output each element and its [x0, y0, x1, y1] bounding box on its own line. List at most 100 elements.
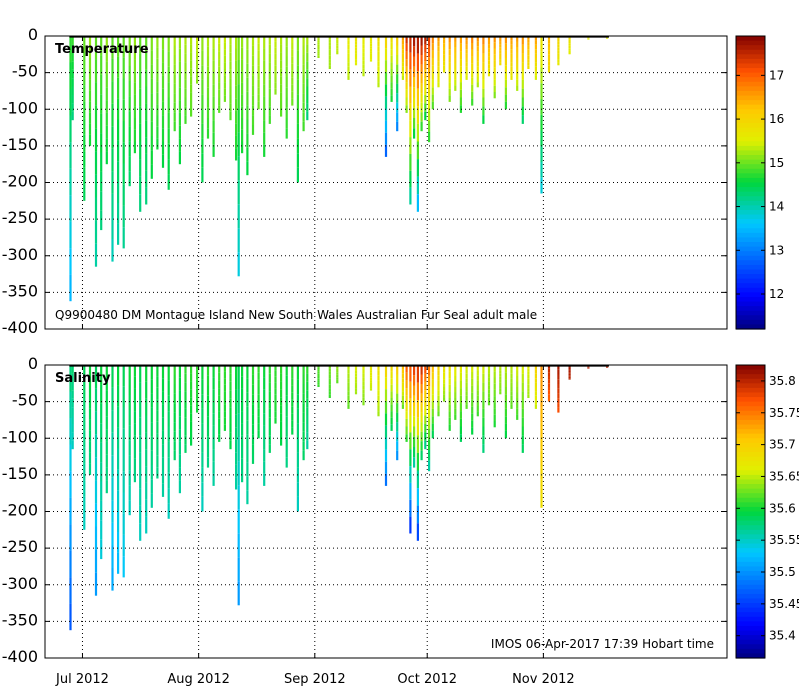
colorbar-cell-5 [736, 58, 765, 65]
colorbar-cell-27 [736, 159, 765, 165]
colorbar-cell-46 [736, 246, 765, 252]
colorbar-cell-15 [736, 433, 765, 439]
colorbar-cell-24 [736, 145, 765, 152]
colorbar-cell-34 [736, 520, 765, 526]
colorbar-cell-29 [736, 497, 765, 503]
colorbar-cell-15 [736, 104, 765, 110]
colorbar-cell-11 [736, 86, 765, 92]
colorbar-cell-9 [736, 77, 765, 83]
colorbar-cell-41 [736, 552, 765, 558]
y-tick-label-2: -100 [2, 98, 38, 117]
colorbar-cell-60 [736, 639, 765, 645]
colorbar-cell-35 [736, 196, 765, 202]
colorbar-cell-5 [736, 387, 765, 394]
colorbar-cell-19 [736, 122, 765, 129]
salinity-grid [45, 365, 727, 658]
colorbar-cell-30 [736, 502, 765, 508]
colorbar-cell-21 [736, 461, 765, 467]
colorbar-cell-3 [736, 378, 765, 384]
colorbar-cell-17 [736, 113, 765, 120]
colorbar-label-0: 12 [769, 287, 784, 301]
y-tick-label-5: -250 [2, 537, 38, 556]
colorbar-cell-13 [736, 424, 765, 430]
colorbar-label-7: 35.75 [769, 406, 799, 420]
colorbar-cell-32 [736, 182, 765, 188]
colorbar-cell-29 [736, 168, 765, 174]
colorbar-cell-25 [736, 479, 765, 485]
colorbar-cell-48 [736, 255, 765, 261]
colorbar-cell-31 [736, 177, 765, 184]
colorbar-cell-52 [736, 274, 765, 280]
colorbar-cell-26 [736, 155, 765, 161]
salinity-axis-ticks: 0 -50 -100 -150 -200 -250 -300 -350 -400 [2, 354, 727, 666]
x-tick-label-2: Sep 2012 [284, 672, 346, 687]
colorbar-cell-47 [736, 580, 765, 586]
colorbar-cell-40 [736, 219, 765, 225]
colorbar-label-2: 35.5 [769, 565, 796, 579]
colorbar-cell-50 [736, 264, 765, 271]
colorbar-label-3: 35.55 [769, 533, 799, 547]
colorbar-cell-2 [736, 374, 765, 380]
salinity-profiles [69, 365, 609, 631]
colorbar-cell-19 [736, 451, 765, 458]
colorbar-cell-23 [736, 141, 765, 147]
colorbar-cell-34 [736, 191, 765, 197]
colorbar-label-2: 14 [769, 200, 784, 214]
y-tick-label-3: -150 [2, 464, 38, 483]
colorbar-cell-12 [736, 419, 765, 426]
colorbar-cell-53 [736, 607, 765, 613]
colorbar-cell-14 [736, 429, 765, 435]
colorbar-cell-28 [736, 164, 765, 170]
colorbar-cell-55 [736, 616, 765, 622]
x-tick-label-1: Aug 2012 [167, 672, 230, 687]
colorbar-label-8: 35.8 [769, 374, 796, 388]
temperature-panel: 0 -50 -100 -150 -200 -250 -300 -350 -400 Tempera… [2, 25, 785, 337]
colorbar-cell-22 [736, 136, 765, 142]
colorbar-cell-33 [736, 187, 765, 193]
colorbar-cell-11 [736, 415, 765, 421]
y-tick-label-4: -200 [2, 172, 38, 191]
colorbar-cell-60 [736, 310, 765, 316]
colorbar-cell-12 [736, 90, 765, 97]
colorbar-cell-13 [736, 95, 765, 101]
x-axis-labels: Jul 2012 Aug 2012 Sep 2012 Oct 2012 Nov 2012 [55, 672, 575, 687]
colorbar-cell-32 [736, 511, 765, 517]
colorbar-cell-1 [736, 40, 765, 46]
temperature-axis-ticks: 0 -50 -100 -150 -200 -250 -300 -350 -400 [2, 25, 727, 337]
temperature-title: Temperature [55, 42, 149, 57]
y-tick-label-5: -250 [2, 208, 38, 227]
colorbar-cell-21 [736, 132, 765, 138]
colorbar-cell-55 [736, 287, 765, 293]
colorbar-cell-28 [736, 493, 765, 499]
colorbar-label-5: 17 [769, 68, 784, 82]
colorbar-label-1: 35.45 [769, 597, 799, 611]
y-tick-label-8: -400 [2, 318, 38, 337]
temperature-colorbar: 12 13 14 15 16 17 [735, 35, 784, 330]
colorbar-cell-63 [736, 653, 765, 659]
colorbar-cell-50 [736, 593, 765, 600]
colorbar-cell-54 [736, 612, 765, 618]
x-tick-label-0: Jul 2012 [55, 672, 109, 687]
colorbar-cell-8 [736, 401, 765, 407]
colorbar-cell-16 [736, 109, 765, 115]
colorbar-cell-31 [736, 506, 765, 513]
temperature-grid [45, 36, 727, 329]
colorbar-cell-45 [736, 571, 765, 577]
colorbar-cell-38 [736, 209, 765, 216]
colorbar-cell-24 [736, 474, 765, 481]
colorbar-cell-17 [736, 442, 765, 449]
colorbar-cell-25 [736, 150, 765, 156]
colorbar-cell-39 [736, 214, 765, 220]
colorbar-cell-39 [736, 543, 765, 549]
salinity-colorbar: 35.4 35.45 35.5 35.55 35.6 35.65 35.7 35.75 35.8 [735, 364, 799, 659]
colorbar-cell-18 [736, 118, 765, 124]
colorbar-cell-36 [736, 529, 765, 535]
colorbar-cell-33 [736, 516, 765, 522]
y-tick-label-4: -200 [2, 501, 38, 520]
colorbar-cell-6 [736, 392, 765, 398]
colorbar-label-6: 35.7 [769, 438, 796, 452]
colorbar-cell-53 [736, 278, 765, 284]
colorbar-label-4: 16 [769, 112, 784, 126]
salinity-title: Salinity [55, 371, 111, 386]
colorbar-label-1: 13 [769, 243, 784, 257]
